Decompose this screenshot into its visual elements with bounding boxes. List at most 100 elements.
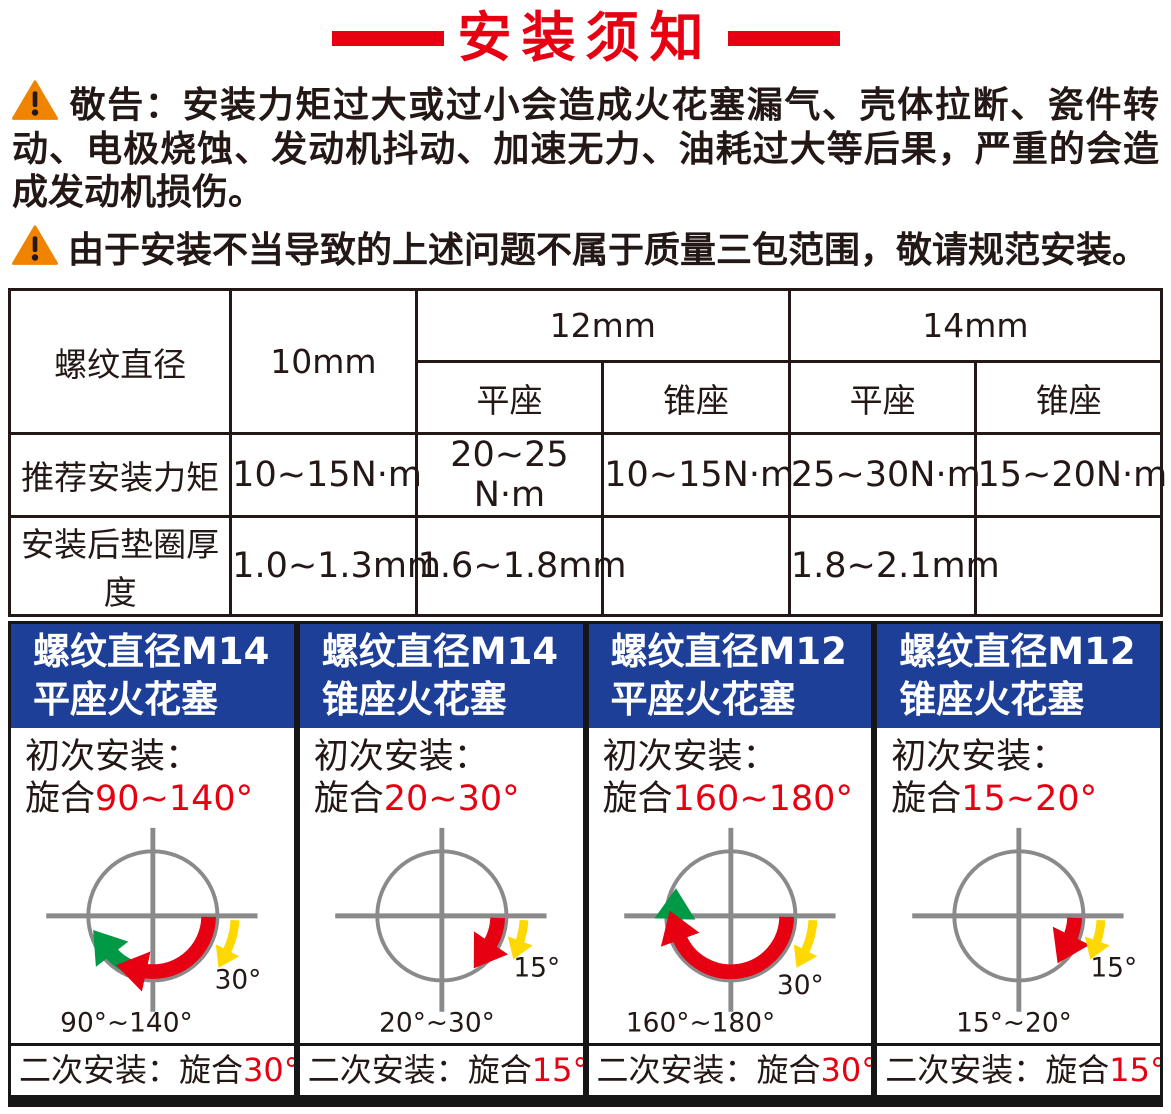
second-install-text: 二次安装：旋合15° — [877, 1043, 1160, 1095]
second-install-prefix: 二次安装：旋合 — [885, 1051, 1110, 1090]
first-install-angle-line: 旋合160~180° — [603, 778, 872, 820]
table-row-torque: 推荐安装力矩 10~15N·m 20~25 N·m 10~15N·m 25~30… — [7, 432, 1167, 519]
second-angle-label: 15° — [1091, 953, 1138, 984]
second-rotation-arc — [793, 919, 817, 969]
second-rotation-arc — [507, 919, 533, 960]
second-install-angle: 15° — [1109, 1051, 1160, 1090]
rotation-circle — [375, 849, 509, 983]
second-install-text: 二次安装：旋合30° — [588, 1043, 872, 1095]
second-install-prefix: 二次安装：旋合 — [596, 1051, 821, 1090]
col-header-thread-diameter: 螺纹直径 — [7, 288, 233, 436]
warning-text-1: 敬告：安装力矩过大或过小会造成火花塞漏气、壳体拉断、瓷件转动、电极烧蚀、发动机抖… — [12, 85, 1159, 214]
extra-rotation-arc — [653, 888, 695, 940]
panel-header: 螺纹直径M14 锥座火花塞 — [299, 624, 583, 729]
rotation-range-label: 160°~180° — [625, 1008, 774, 1039]
washer-10mm: 1.0~1.3mm — [229, 515, 441, 618]
first-install-text: 初次安装： 旋合15~20° — [877, 728, 1160, 820]
panel-m12-cone-seat: 螺纹直径M12 锥座火花塞 初次安装： 旋合15~20° 15°~20° 15° … — [874, 621, 1163, 1099]
first-install-label: 初次安装： — [313, 737, 489, 778]
second-angle-label: 30° — [776, 970, 823, 1001]
washer-12mm-flat: 1.6~1.8mm — [414, 515, 626, 618]
second-install-text: 二次安装：旋合15° — [299, 1043, 583, 1095]
panel-header: 螺纹直径M12 锥座火花塞 — [877, 624, 1160, 729]
warning-paragraph-2: 由于安装不当导致的上述问题不属于质量三包范围，敬请规范安装。 — [12, 224, 1159, 273]
second-angle-label: 15° — [513, 953, 560, 984]
rotation-circle — [86, 849, 220, 983]
first-install-angle: 20~30° — [383, 779, 520, 820]
rotate-prefix: 旋合 — [891, 779, 962, 820]
warning-triangle-icon — [12, 224, 68, 273]
panel-m14-cone-seat: 螺纹直径M14 锥座火花塞 初次安装： 旋合20~30° 20°~30° 15° … — [296, 621, 586, 1099]
rotation-diagram: 20°~30° 15° — [334, 828, 560, 1039]
torque-10mm: 10~15N·m — [229, 432, 422, 519]
rotation-diagram: 90°~140° 30° — [46, 828, 262, 1039]
first-install-label: 初次安装： — [891, 737, 1067, 778]
second-angle-label: 30° — [215, 964, 262, 995]
first-rotation-arc — [660, 911, 794, 980]
panel-m14-flat-seat: 螺纹直径M14 平座火花塞 初次安装： 旋合90~140° 90°~140° 30… — [8, 621, 297, 1099]
panel-title-line2: 锥座火花塞 — [899, 678, 1085, 722]
second-install-angle: 30° — [243, 1051, 294, 1090]
table-row-washer-thickness: 安装后垫圈厚度 1.0~1.3mm 1.6~1.8mm 1.8~2.1mm — [7, 515, 1163, 618]
torque-14mm-cone: 15~20N·m — [974, 432, 1167, 519]
page-header: 安装须知 — [0, 0, 1171, 70]
rotation-range-label: 20°~30° — [379, 1008, 495, 1039]
first-install-text: 初次安装： 旋合160~180° — [589, 728, 872, 820]
second-install-prefix: 二次安装：旋合 — [19, 1051, 244, 1090]
warning-text-2: 由于安装不当导致的上述问题不属于质量三包范围，敬请规范安装。 — [68, 229, 1149, 271]
torque-12mm-cone: 10~15N·m — [601, 432, 794, 519]
title-dash-left — [331, 30, 444, 46]
second-install-prefix: 二次安装：旋合 — [307, 1051, 532, 1090]
panel-title-line2: 平座火花塞 — [610, 678, 796, 722]
spec-table: 螺纹直径 10mm 12mm 14mm 平座 锥座 平座 锥座 推荐安装力矩 1… — [7, 288, 1167, 618]
washer-12mm-cone — [601, 515, 791, 618]
second-install-angle: 30° — [820, 1051, 872, 1090]
panel-title-line1: 螺纹直径M14 — [33, 630, 270, 674]
first-rotation-arc — [116, 916, 216, 992]
panel-title-line2: 锥座火花塞 — [321, 678, 507, 722]
torque-12mm-flat: 20~25 N·m — [414, 432, 605, 519]
panel-title-line1: 螺纹直径M12 — [899, 630, 1136, 674]
rotation-diagram: 160°~180°30° — [623, 828, 836, 1039]
panel-title-line2: 平座火花塞 — [33, 678, 218, 722]
first-install-label: 初次安装： — [602, 737, 778, 778]
col-header-10mm: 10mm — [229, 288, 418, 436]
first-install-text: 初次安装： 旋合90~140° — [11, 728, 294, 820]
rotate-prefix: 旋合 — [602, 779, 673, 820]
rotation-diagram: 15°~20° 15° — [912, 828, 1138, 1039]
washer-14mm-flat: 1.8~2.1mm — [787, 515, 1000, 618]
col-header-14mm-cone-seat: 锥座 — [974, 360, 1163, 436]
second-rotation-arc — [1085, 919, 1110, 960]
col-header-12mm-flat-seat: 平座 — [414, 360, 605, 436]
first-rotation-arc — [473, 917, 508, 969]
first-install-label: 初次安装： — [25, 737, 201, 778]
first-install-angle-line: 旋合20~30° — [314, 778, 583, 820]
panel-header: 螺纹直径M14 平座火花塞 — [11, 624, 294, 729]
panel-header: 螺纹直径M12 平座火花塞 — [588, 624, 872, 729]
rotate-prefix: 旋合 — [313, 779, 384, 820]
second-rotation-arc — [215, 919, 240, 969]
col-header-14mm: 14mm — [787, 288, 1164, 364]
second-install-text: 二次安装：旋合30° — [11, 1043, 294, 1095]
first-rotation-arc — [1053, 917, 1090, 964]
page-title: 安装须知 — [457, 6, 714, 69]
title-dash-right — [727, 30, 840, 46]
warning-paragraph-1: 敬告：安装力矩过大或过小会造成火花塞漏气、壳体拉断、瓷件转动、电极烧蚀、发动机抖… — [12, 80, 1159, 215]
row-label-torque: 推荐安装力矩 — [7, 432, 233, 519]
installation-panels: 螺纹直径M14 平座火花塞 初次安装： 旋合90~140° 90°~140° 30… — [8, 621, 1163, 1108]
col-header-14mm-flat-seat: 平座 — [787, 360, 978, 436]
first-install-angle: 15~20° — [961, 779, 1098, 820]
row-label-washer: 安装后垫圈厚度 — [7, 515, 233, 618]
col-header-12mm-cone-seat: 锥座 — [601, 360, 791, 436]
first-install-angle-line: 旋合15~20° — [891, 778, 1160, 820]
rotation-circle — [952, 849, 1086, 983]
first-install-angle: 160~180° — [672, 779, 853, 820]
first-install-text: 初次安装： 旋合20~30° — [300, 728, 583, 820]
washer-14mm-cone — [974, 515, 1163, 618]
panel-title-line1: 螺纹直径M12 — [610, 630, 847, 674]
col-header-12mm: 12mm — [414, 288, 791, 364]
second-install-angle: 15° — [531, 1051, 583, 1090]
rotate-prefix: 旋合 — [25, 779, 96, 820]
rotation-range-label: 90°~140° — [60, 1008, 193, 1039]
rotation-range-label: 15°~20° — [956, 1008, 1072, 1039]
